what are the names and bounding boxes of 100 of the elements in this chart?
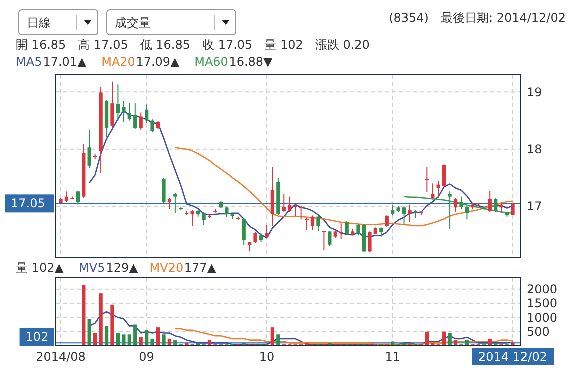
candlestick xyxy=(391,204,395,216)
text: MV5 xyxy=(79,261,106,275)
bar xyxy=(162,334,166,346)
candlestick xyxy=(356,224,360,236)
candlestick xyxy=(150,119,154,133)
y-tick-label: 18 xyxy=(527,142,542,157)
candlestick xyxy=(76,190,80,206)
bar xyxy=(276,334,280,346)
y-tick-label: 19 xyxy=(527,85,542,100)
line-series xyxy=(88,311,514,346)
x-tick-label: 11 xyxy=(385,350,400,364)
y-tick-label: 2000 xyxy=(527,282,558,297)
bar xyxy=(116,333,120,346)
candlestick xyxy=(316,215,320,232)
candlestick xyxy=(340,223,344,240)
line-series xyxy=(174,328,514,346)
bar xyxy=(104,326,109,346)
candlestick xyxy=(225,206,229,218)
candlestick xyxy=(168,198,172,210)
candlestick xyxy=(299,205,304,220)
bar xyxy=(174,340,178,346)
text: MA20 xyxy=(102,55,136,69)
bar xyxy=(270,328,275,346)
candlestick xyxy=(134,102,138,130)
candlestick xyxy=(448,191,452,230)
bar xyxy=(425,332,430,346)
bar xyxy=(150,338,154,346)
candlestick xyxy=(305,217,309,232)
text: 177▲ xyxy=(184,261,218,275)
candlestick xyxy=(494,198,498,213)
bar xyxy=(511,343,515,346)
candlestick xyxy=(144,104,149,124)
candlestick xyxy=(385,214,389,228)
bar xyxy=(110,304,114,346)
bar xyxy=(156,328,160,346)
candlestick xyxy=(310,215,315,232)
text: 成交量 xyxy=(115,16,151,30)
bar xyxy=(128,334,132,346)
text: 17.01▲ xyxy=(43,55,88,69)
x-tick-label: 09 xyxy=(139,350,154,364)
line-series xyxy=(404,196,514,214)
candlestick xyxy=(122,100,126,123)
x-tick-label: 2014/08 xyxy=(36,350,86,364)
candlestick xyxy=(454,198,458,213)
candlestick xyxy=(174,192,178,214)
candlestick xyxy=(254,232,258,244)
candlestick xyxy=(328,230,332,246)
candlestick xyxy=(139,112,143,131)
candlestick xyxy=(322,230,326,252)
ref-line-label: 17.05 xyxy=(11,196,46,211)
text: MA5 xyxy=(16,55,42,69)
candlestick xyxy=(380,227,384,238)
bar xyxy=(144,330,149,346)
y-tick-label: 1500 xyxy=(527,296,558,311)
candlestick xyxy=(500,202,504,213)
text: 17.09▲ xyxy=(136,55,181,69)
candlestick xyxy=(488,190,492,213)
bar xyxy=(139,338,143,346)
candlestick xyxy=(162,178,166,204)
bar xyxy=(122,334,126,346)
candlestick xyxy=(408,204,412,224)
text: 129▲ xyxy=(106,261,140,275)
candlestick xyxy=(460,196,464,210)
y-tick-label: 500 xyxy=(527,325,550,340)
candlestick xyxy=(110,81,114,128)
bar xyxy=(442,332,446,346)
text: 開 16.85 高 17.05 低 16.85 收 17.05 量 102 漲跌 0.20 xyxy=(16,38,370,52)
bar xyxy=(305,343,309,346)
candlestick xyxy=(242,217,246,246)
bar xyxy=(88,319,92,346)
chart-title: (8354) 最後日期: 2014/12/02 xyxy=(389,11,566,25)
x-tick-label: 2014 12/02 xyxy=(478,350,548,364)
text: 日線 xyxy=(27,16,51,30)
candlestick xyxy=(282,193,286,213)
candlestick xyxy=(442,164,446,188)
candlestick xyxy=(190,209,194,226)
candlestick xyxy=(248,241,252,252)
candlestick xyxy=(294,204,298,217)
text: 16.88▼ xyxy=(229,55,274,69)
text: MV20 xyxy=(150,261,184,275)
candlestick xyxy=(128,102,132,122)
candlestick xyxy=(88,130,92,169)
candlestick xyxy=(345,220,349,236)
candlestick xyxy=(64,191,69,202)
candlestick xyxy=(465,206,470,220)
candlestick xyxy=(259,232,264,244)
ref-line-label: 102 xyxy=(26,330,49,344)
bar xyxy=(94,333,98,346)
text: MA60 xyxy=(194,55,228,69)
y-tick-label: 1000 xyxy=(527,310,558,325)
candlestick xyxy=(116,84,120,122)
bar xyxy=(448,333,452,346)
x-tick-label: 10 xyxy=(259,350,275,364)
candlestick xyxy=(368,231,372,253)
candlestick xyxy=(402,206,406,226)
candlestick xyxy=(288,196,292,213)
y-tick-label: 17 xyxy=(527,200,542,214)
bar xyxy=(99,294,103,346)
text: 量 102▲ xyxy=(16,261,65,275)
bar xyxy=(134,324,138,346)
